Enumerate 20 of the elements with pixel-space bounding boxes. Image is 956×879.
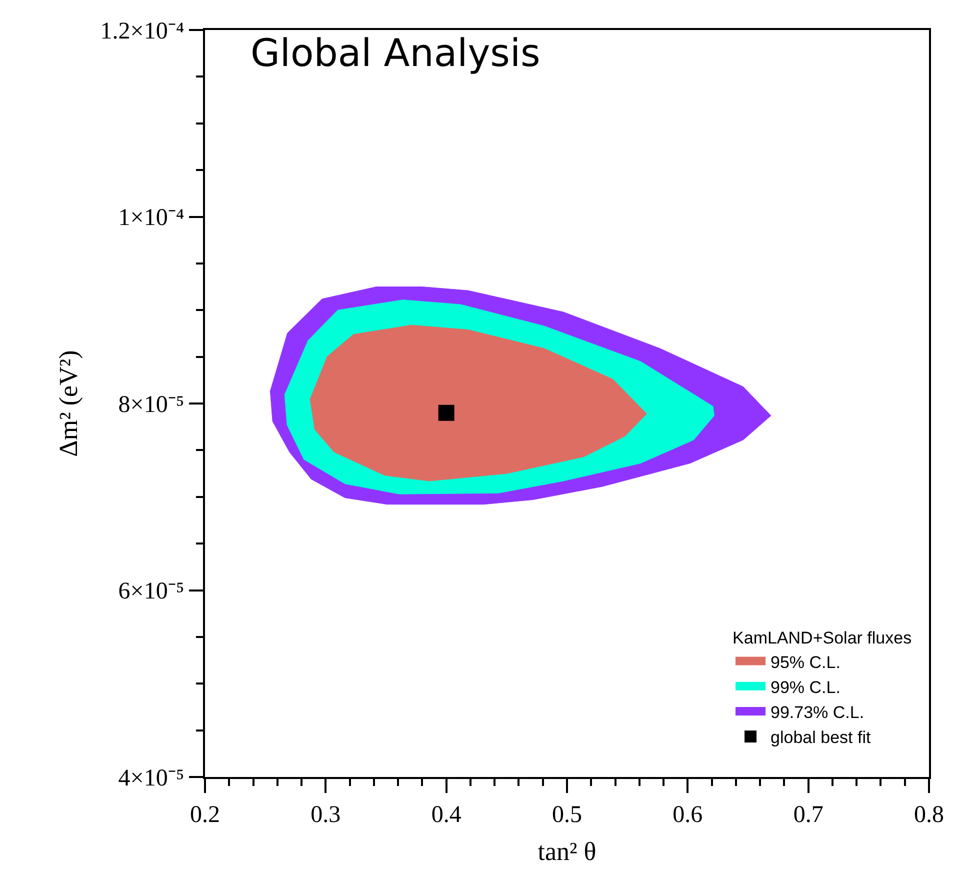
legend-label: 95% C.L. (770, 652, 840, 672)
chart-title: Global Analysis (250, 31, 540, 76)
x-tick-label: 0.6 (672, 802, 703, 828)
y-tick-label: 1×10⁻⁴ (118, 205, 184, 232)
x-tick-label: 0.4 (431, 802, 462, 828)
y-axis-title: Δm² (eV²) (54, 350, 84, 457)
y-tick-label: 1.2×10⁻⁴ (100, 18, 184, 44)
x-axis-title: tan² θ (538, 837, 596, 866)
legend-label: global best fit (770, 728, 871, 748)
y-tick-label: 4×10⁻⁵ (118, 765, 184, 792)
legend-label: 99% C.L. (770, 678, 840, 697)
x-tick-label: 0.3 (310, 802, 341, 828)
x-tick-label: 0.2 (190, 802, 220, 828)
legend-title: KamLAND+Solar fluxes (732, 628, 912, 648)
x-tick-label: 0.5 (552, 802, 582, 828)
x-tick-label: 0.7 (793, 802, 824, 828)
legend-label: 99.73% C.L. (770, 703, 864, 722)
x-tick-label: 0.8 (914, 802, 944, 828)
y-tick-label: 8×10⁻⁵ (118, 392, 184, 418)
y-tick-label: 6×10⁻⁵ (118, 578, 184, 605)
